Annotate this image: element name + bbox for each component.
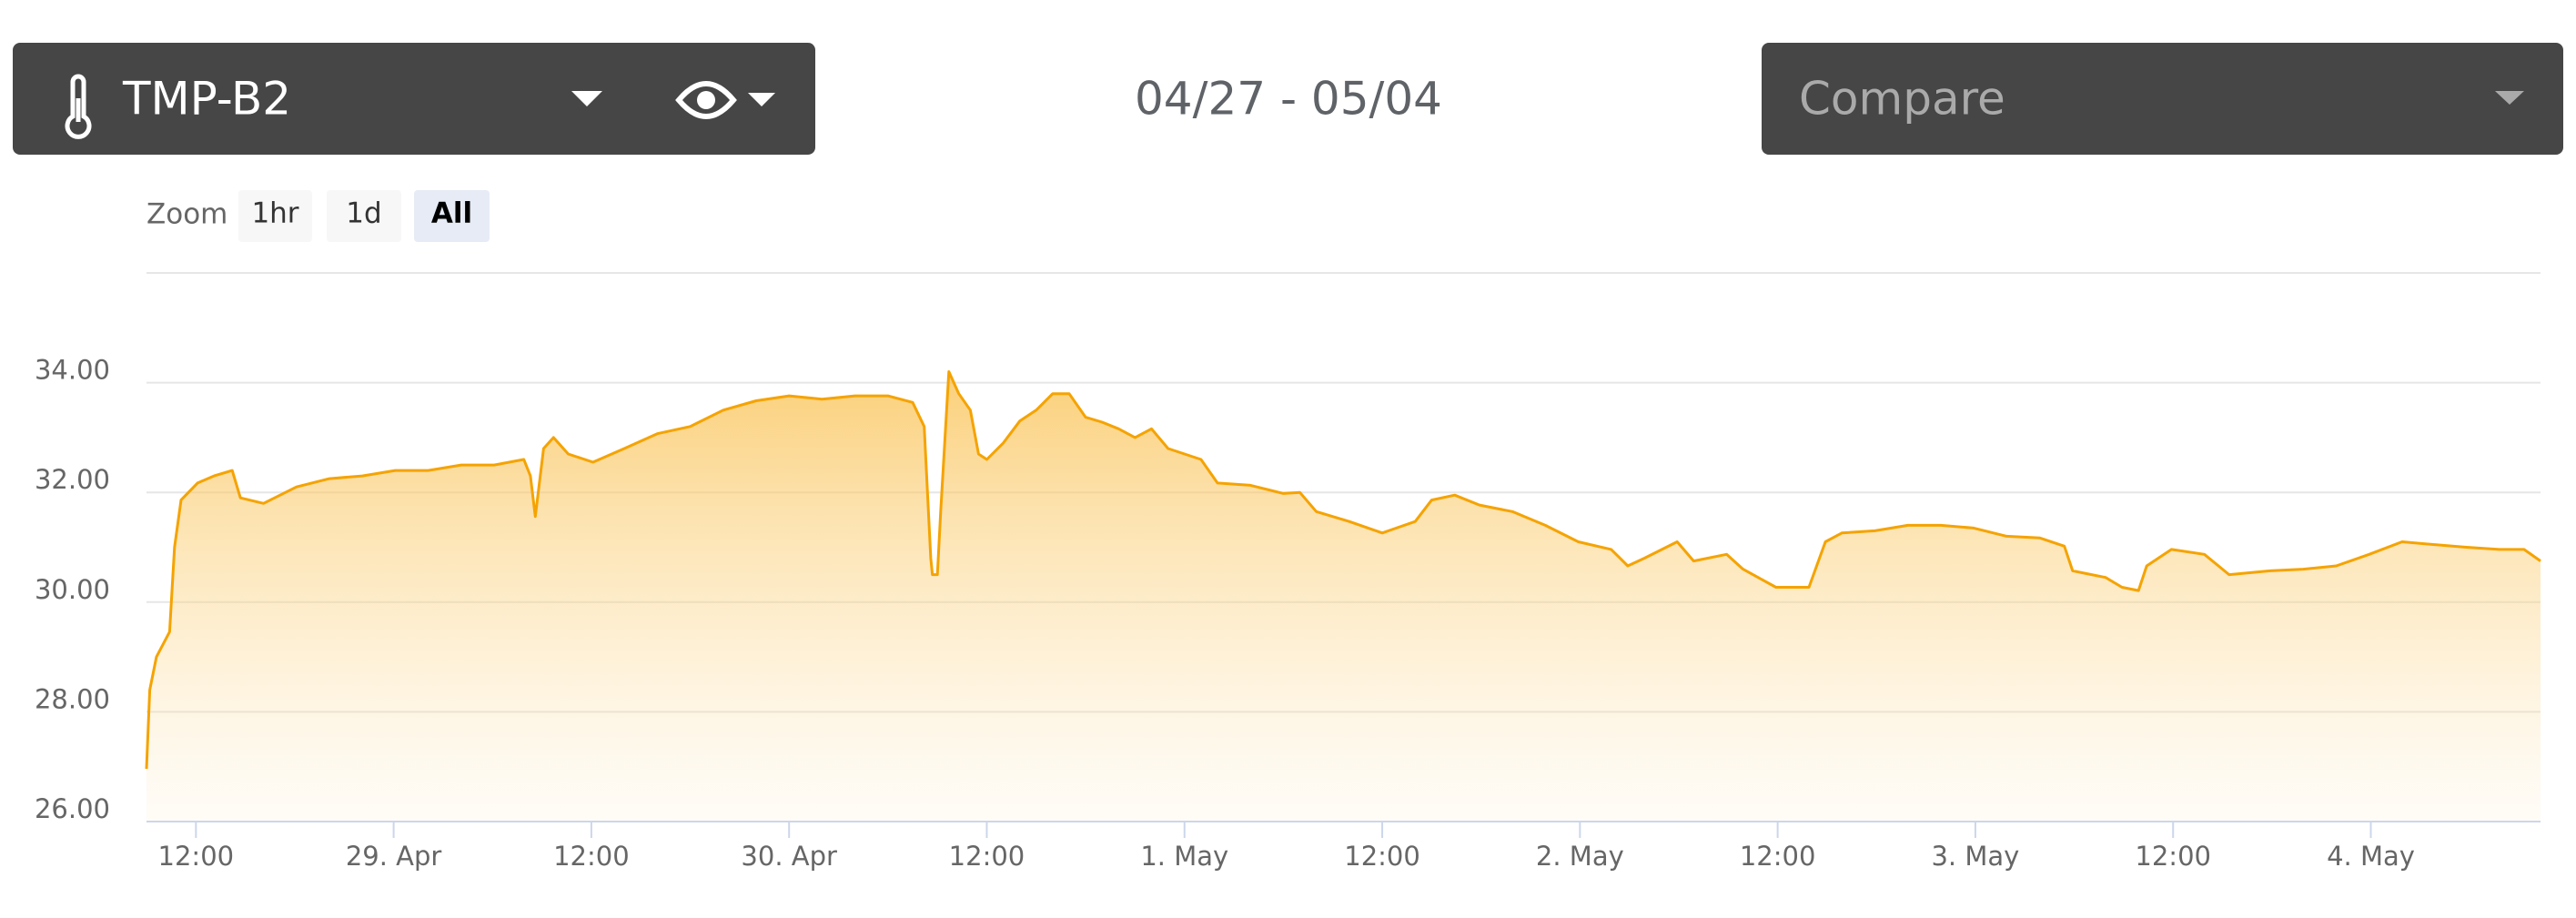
- visibility-dropdown[interactable]: [675, 81, 775, 119]
- x-tick-label: 12:00: [553, 841, 630, 872]
- caret: [748, 93, 775, 106]
- x-tick-label: 12:00: [2135, 841, 2211, 872]
- line: [145, 370, 2541, 770]
- sensor-name: TMP-B2: [122, 73, 291, 126]
- eye-icon: [675, 81, 737, 119]
- x-tick-label: 29. Apr: [346, 841, 442, 872]
- thermometer-icon: [65, 74, 92, 139]
- date-range: 04/27 - 05/04: [1135, 73, 1442, 126]
- zoom-button-bg: [414, 190, 490, 242]
- zoom-button[interactable]: All: [414, 190, 490, 242]
- compare-placeholder: Compare: [1799, 73, 2005, 126]
- x-tick-label: 12:00: [158, 841, 235, 872]
- zoom-button-bg: [238, 190, 312, 242]
- y-tick-label: 30.00: [35, 574, 110, 605]
- y-tick-label: 28.00: [35, 683, 110, 714]
- x-tick-label: 12:00: [1344, 841, 1420, 872]
- caret: [2495, 91, 2524, 105]
- sensor-dropdown[interactable]: TMP-B2: [13, 43, 815, 155]
- sensor-box: [13, 43, 815, 155]
- x-tick-label: 4. May: [2327, 841, 2415, 872]
- eye-pupil: [697, 91, 715, 109]
- zoom-button-label: All: [431, 197, 472, 230]
- zoom-button-bg: [327, 190, 401, 242]
- zoom-button[interactable]: 1hr: [238, 190, 312, 242]
- zoom-label: Zoom: [146, 198, 227, 231]
- x-tick-label: 30. Apr: [741, 841, 837, 872]
- chart: 26.00 28.00 30.00 32.00 34.00 12:00 29. Apr 12:…: [35, 272, 2541, 872]
- zoom-buttons: 1hr 1d All: [238, 190, 490, 242]
- y-tick-label: 26.00: [35, 793, 110, 824]
- zoom-button[interactable]: 1d: [327, 190, 401, 242]
- x-tick-label: 12:00: [1740, 841, 1816, 872]
- zoom-button-label: 1d: [346, 197, 381, 230]
- compare-box: [1762, 43, 2563, 155]
- y-tick-label: 34.00: [35, 355, 110, 386]
- zoom-button-label: 1hr: [251, 197, 298, 230]
- x-tick-label: 3. May: [1931, 841, 2019, 872]
- x-tick-label: 2. May: [1536, 841, 1624, 872]
- compare-dropdown[interactable]: Compare: [1762, 43, 2563, 155]
- y-tick-label: 32.00: [35, 464, 110, 495]
- x-tick-label: 12:00: [949, 841, 1025, 872]
- x-tick-label: 1. May: [1140, 841, 1228, 872]
- caret: [571, 91, 602, 106]
- area-fill: [146, 371, 2541, 822]
